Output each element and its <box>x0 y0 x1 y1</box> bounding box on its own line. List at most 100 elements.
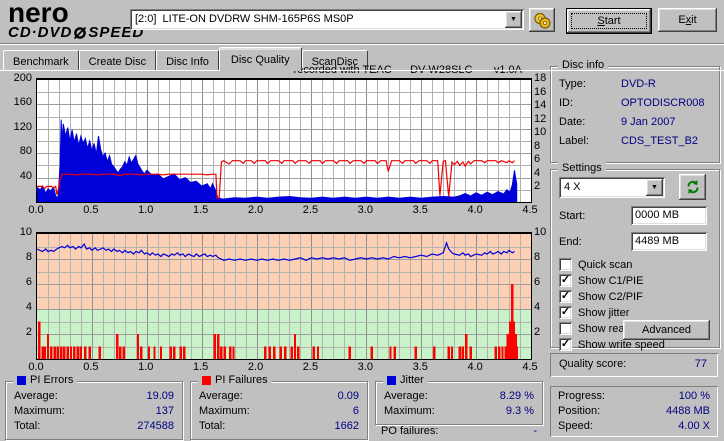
axis-tick: 4.0 <box>467 204 483 216</box>
checkbox-box[interactable]: ✓ <box>559 274 572 287</box>
checkbox-show-write-speed[interactable]: ✓ Show write speed <box>559 337 719 352</box>
pi-failures-row-value: 6 <box>352 404 359 417</box>
checkbox-box[interactable]: ✓ <box>559 290 572 303</box>
checkbox-label: Show C2/PIF <box>578 290 643 303</box>
exit-button[interactable]: Exit <box>658 8 717 32</box>
checkbox-box[interactable] <box>559 258 572 271</box>
pi-errors-title: PI Errors <box>30 374 74 386</box>
tab-disc-quality[interactable]: Disc Quality <box>218 47 302 71</box>
axis-tick: 120 <box>13 120 32 133</box>
progress-row-value: 4488 MB <box>665 404 710 417</box>
checkbox-label: Show C1/PIE <box>578 274 644 287</box>
axis-tick: 10 <box>534 226 547 238</box>
axis-tick: 4.0 <box>467 361 483 373</box>
refresh-button[interactable] <box>679 174 706 200</box>
axis-tick: 2 <box>534 326 541 338</box>
axis-tick: 0.0 <box>28 361 44 373</box>
checkbox-show-jitter[interactable]: ✓ Show jitter <box>559 305 719 320</box>
po-failures-row: PO failures: - <box>381 425 537 437</box>
axis-tick: 2 <box>25 326 32 338</box>
progress-row-label: Progress: <box>558 389 606 402</box>
jitter-row: Maximum: 9.3 % <box>384 403 534 418</box>
pi-failures-legend-swatch <box>202 375 211 385</box>
pi-failures-title: PI Failures <box>215 374 268 386</box>
tab-benchmark[interactable]: Benchmark <box>3 50 79 71</box>
pi-errors-row: Total: 274588 <box>14 418 174 433</box>
tab-disc-info[interactable]: Disc Info <box>156 50 219 71</box>
drive-select[interactable]: [2:0] LITE-ON DVDRW SHM-165P6S MS0P ▼ <box>130 9 524 30</box>
jitter-row-value: 8.29 % <box>499 389 534 402</box>
tab-content-edge <box>0 70 724 71</box>
settings-group-title: Settings <box>562 162 602 174</box>
progress-row-value: 4.00 X <box>678 419 710 432</box>
disc-info-row-label: Label: <box>559 134 589 147</box>
jitter-pif-chart <box>36 232 532 360</box>
scan-speed-select[interactable]: 4 X ▼ <box>559 177 665 198</box>
logo-disc-icon <box>73 26 87 40</box>
pi-failures-row-label: Total: <box>199 419 226 432</box>
axis-tick: 80 <box>19 145 32 158</box>
gold-discs-icon <box>533 11 552 30</box>
disc-info-row: Type: DVD-R <box>559 74 711 93</box>
disc-info-row-value: CDS_TEST_B2 <box>621 134 699 147</box>
progress-row-value: 100 % <box>678 389 710 402</box>
pi-errors-row-label: Maximum: <box>14 404 65 417</box>
pi-failures-stats-group: PI Failures Average: 0.09 Maximum: 6 Total: 1… <box>190 374 368 440</box>
end-position-field[interactable]: 4489 MB <box>631 232 707 251</box>
pi-errors-row-label: Average: <box>14 389 58 402</box>
axis-tick: 3.0 <box>357 361 373 373</box>
pi-failures-row: Total: 1662 <box>199 418 359 433</box>
quality-score-panel: Quality score: 77 <box>550 353 718 377</box>
disc-info-group: Disc info Type: DVD-R ID: OPTODISCR008 Date:… <box>550 59 720 163</box>
checkbox-box[interactable]: ✓ <box>559 338 572 351</box>
checkbox-label: Quick scan <box>578 258 633 271</box>
axis-tick: 1.0 <box>138 361 154 373</box>
tab-scandisc[interactable]: ScanDisc <box>301 50 369 71</box>
jitter-legend-swatch <box>387 375 396 385</box>
disc-info-group-title: Disc info <box>562 59 605 71</box>
checkbox-label: Show jitter <box>578 306 630 319</box>
checkbox-show-c1-pie[interactable]: ✓ Show C1/PIE <box>559 273 719 288</box>
pi-failures-row-label: Average: <box>199 389 243 402</box>
axis-tick: 4 <box>534 301 541 313</box>
progress-row-label: Speed: <box>558 419 593 432</box>
axis-tick: 2.0 <box>247 361 264 373</box>
drive-select-dropdown-arrow[interactable]: ▼ <box>505 11 522 28</box>
checkbox-box[interactable]: ✓ <box>559 306 572 319</box>
start-button[interactable]: Start <box>566 8 652 34</box>
jitter-stats-group: Jitter Average: 8.29 % Maximum: 9.3 % <box>375 374 543 425</box>
axis-tick: 40 <box>19 169 32 182</box>
pi-errors-stats-group: PI Errors Average: 19.09 Maximum: 137 Total:… <box>5 374 183 440</box>
disc-quality-toolbar-button[interactable] <box>529 8 555 32</box>
axis-tick: 3.0 <box>357 204 373 216</box>
quality-score-value: 77 <box>694 358 707 370</box>
axis-tick: 10 <box>534 126 547 139</box>
checkbox-box[interactable] <box>559 322 572 335</box>
pie-errors-chart <box>36 78 532 203</box>
checkbox-show-c2-pif[interactable]: ✓ Show C2/PIF <box>559 289 719 304</box>
tab-create-disc[interactable]: Create Disc <box>78 50 157 71</box>
axis-tick: 2.0 <box>247 204 264 216</box>
scan-speed-dropdown-arrow[interactable]: ▼ <box>646 179 663 196</box>
axis-tick: 1.5 <box>193 204 209 216</box>
pi-failures-row: Maximum: 6 <box>199 403 359 418</box>
checkbox-quick-scan[interactable]: Quick scan <box>559 257 719 272</box>
axis-tick: 1.5 <box>193 361 209 373</box>
pi-errors-legend-swatch <box>17 375 26 385</box>
advanced-button[interactable]: Advanced <box>623 320 710 340</box>
progress-row: Speed: 4.00 X <box>558 418 710 433</box>
jitter-row-label: Average: <box>384 389 428 402</box>
start-position-field[interactable]: 0000 MB <box>631 206 707 225</box>
start-position-label: Start: <box>559 210 586 222</box>
axis-tick: 14 <box>534 99 547 112</box>
pi-failures-row-value: 1662 <box>334 419 359 432</box>
jitter-row: Average: 8.29 % <box>384 388 534 403</box>
axis-tick: 2 <box>534 180 541 193</box>
toolbar-divider <box>0 43 724 45</box>
progress-row-label: Position: <box>558 404 601 417</box>
tab-strip: Benchmark Create Disc Disc Info Disc Qualit… <box>3 47 369 71</box>
scan-speed-value: 4 X <box>564 181 581 193</box>
axis-tick: 2.5 <box>302 361 319 373</box>
axis-tick: 1.0 <box>138 204 154 216</box>
axis-tick: 160 <box>13 96 32 109</box>
